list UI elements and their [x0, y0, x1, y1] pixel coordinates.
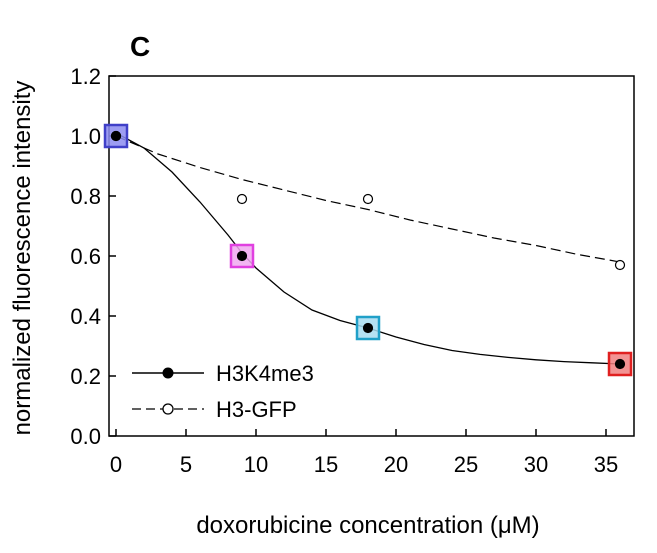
data-point-h3gfp — [236, 193, 248, 205]
legend-marker-h3k4me3 — [162, 367, 174, 379]
x-axis-title: doxorubicine concentration (μM) — [196, 512, 539, 539]
x-axis: 0 5 10 15 20 25 30 35 — [110, 429, 618, 477]
y-tick-label: 1.0 — [70, 124, 101, 149]
data-point-h3k4me3 — [362, 322, 374, 334]
panel-label: C — [130, 31, 150, 62]
y-axis: 0.0 0.2 0.4 0.6 0.8 1.0 1.2 — [70, 64, 116, 449]
x-tick-label: 5 — [180, 452, 192, 477]
legend: H3K4me3 H3-GFP — [132, 361, 314, 422]
plot-border — [108, 75, 635, 437]
legend-label-h3k4me3: H3K4me3 — [216, 361, 314, 386]
y-tick-label: 0.0 — [70, 424, 101, 449]
legend-marker-h3gfp — [162, 403, 174, 415]
x-tick-label: 35 — [594, 452, 618, 477]
y-axis-title: normalized fluorescence intensity — [9, 81, 36, 436]
x-tick-label: 0 — [110, 452, 122, 477]
series-line-h3k4me3 — [115, 132, 621, 365]
x-tick-label: 15 — [314, 452, 338, 477]
plot-frame — [108, 75, 635, 437]
y-tick-label: 1.2 — [70, 64, 101, 89]
x-tick-label: 30 — [524, 452, 548, 477]
x-tick-label: 10 — [244, 452, 268, 477]
y-tick-label: 0.8 — [70, 184, 101, 209]
y-tick-label: 0.6 — [70, 244, 101, 269]
series-line-h3gfp — [115, 135, 621, 263]
data-point-h3gfp — [614, 259, 626, 271]
y-tick-label: 0.4 — [70, 304, 101, 329]
data-point-h3k4me3 — [236, 250, 248, 262]
data-point-h3k4me3 — [110, 130, 122, 142]
highlight-boxes — [103, 123, 633, 377]
legend-label-h3gfp: H3-GFP — [216, 397, 297, 422]
data-point-h3k4me3 — [614, 358, 626, 370]
x-tick-label: 20 — [384, 452, 408, 477]
data-points — [110, 130, 626, 370]
y-tick-label: 0.2 — [70, 364, 101, 389]
data-point-h3gfp — [362, 193, 374, 205]
fit-lines — [115, 132, 621, 365]
x-tick-label: 25 — [454, 452, 478, 477]
